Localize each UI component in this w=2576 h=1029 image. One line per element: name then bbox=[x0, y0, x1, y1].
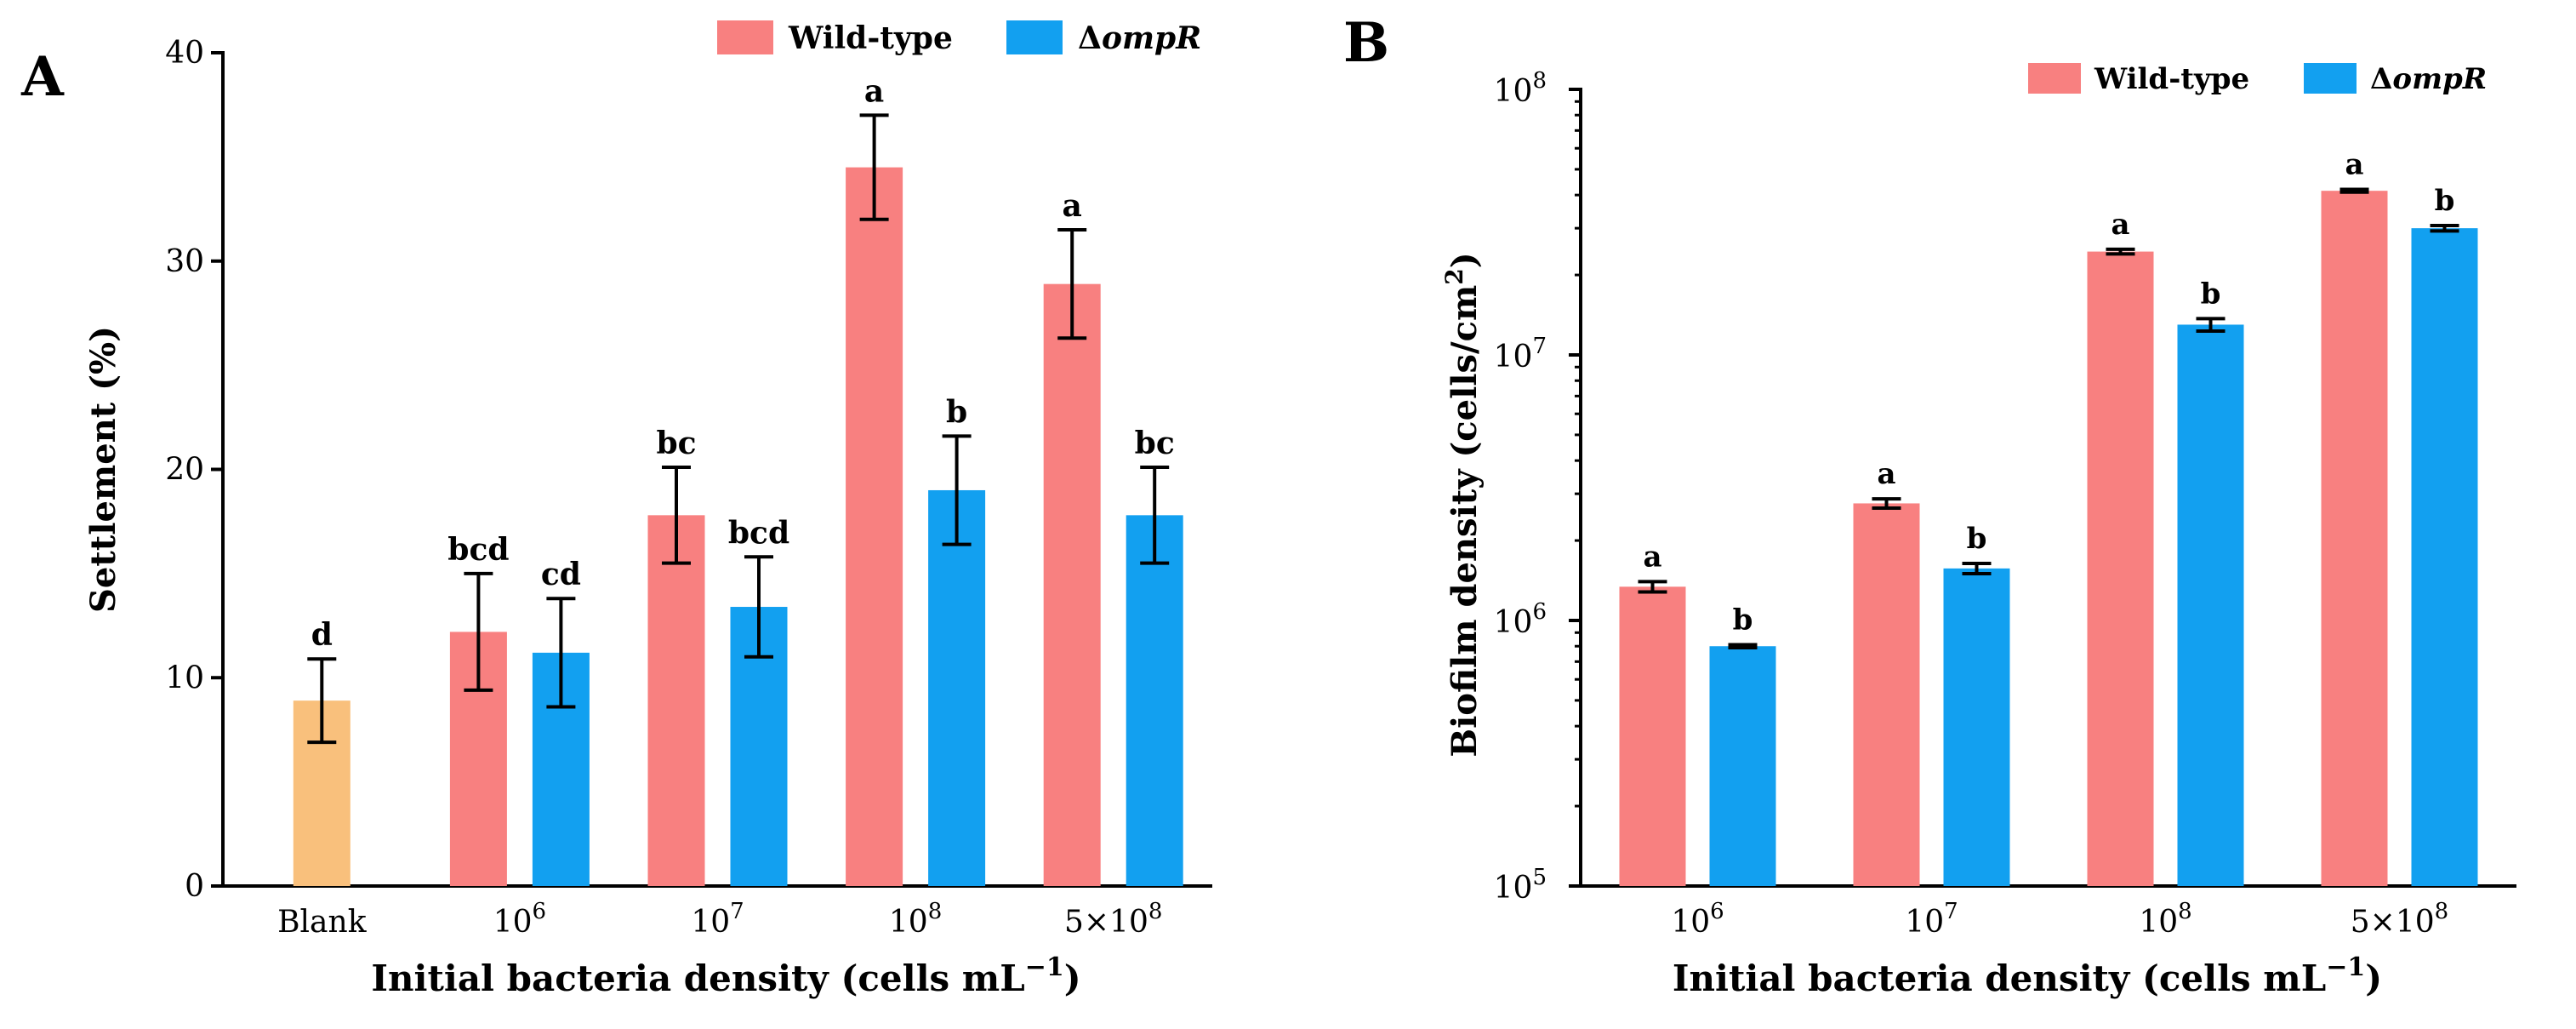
legend-label-b: Wild-type bbox=[2094, 62, 2249, 96]
significance-letter-a: d bbox=[311, 617, 333, 653]
x-tick-label-b: 106 bbox=[1671, 899, 1724, 940]
x-tick-label-a: Blank bbox=[277, 905, 368, 940]
y-tick-label-b: 108 bbox=[1494, 68, 1547, 109]
significance-letter-a: bc bbox=[656, 426, 696, 461]
x-tick-label-b: 108 bbox=[2139, 899, 2191, 940]
legend-swatch-a bbox=[717, 20, 773, 54]
legend-swatch-b bbox=[2028, 63, 2081, 94]
y-tick-label-b: 106 bbox=[1494, 599, 1547, 640]
bar-b bbox=[1619, 586, 1686, 886]
legend-label-b: ΔompR bbox=[2370, 62, 2487, 96]
significance-letter-b: b bbox=[1967, 522, 1987, 556]
significance-letter-b: b bbox=[2201, 277, 2221, 311]
x-tick-label-a: 5×108 bbox=[1064, 899, 1162, 940]
y-tick-label-b: 105 bbox=[1494, 865, 1547, 906]
x-tick-label-b: 5×108 bbox=[2351, 899, 2448, 940]
significance-letter-b: b bbox=[1733, 603, 1753, 637]
significance-letter-b: a bbox=[2345, 148, 2363, 182]
y-tick-label-a: 20 bbox=[165, 453, 204, 488]
x-tick-label-a: 108 bbox=[889, 899, 942, 940]
bar-b bbox=[1709, 646, 1776, 886]
bar-a bbox=[647, 515, 705, 886]
x-tick-label-a: 106 bbox=[493, 899, 546, 940]
bar-b bbox=[2321, 191, 2388, 886]
significance-letter-a: cd bbox=[541, 557, 581, 592]
bar-a bbox=[928, 489, 986, 886]
significance-letter-a: bcd bbox=[728, 515, 789, 551]
chart-b: B 105 106 107 108 Biofilm density (cells/cm2)… bbox=[1343, 11, 2516, 999]
bar-b bbox=[1853, 503, 1920, 886]
significance-letter-b: a bbox=[1643, 540, 1661, 574]
legend-a: Wild-type ΔompR bbox=[717, 20, 1201, 56]
significance-letter-b: a bbox=[1877, 457, 1895, 491]
legend-swatch-a bbox=[1006, 20, 1063, 54]
x-axis-label-a: Initial bacteria density (cells mL−1) bbox=[371, 952, 1080, 999]
significance-letter-a: bc bbox=[1135, 426, 1175, 461]
legend-label-a: ΔompR bbox=[1078, 20, 1201, 56]
significance-letter-b: a bbox=[2111, 208, 2129, 242]
y-tick-label-a: 30 bbox=[165, 244, 204, 279]
y-tick-label-b: 107 bbox=[1494, 334, 1547, 374]
y-tick-label-a: 0 bbox=[185, 869, 204, 904]
significance-letter-a: bcd bbox=[447, 532, 509, 568]
bar-a bbox=[1126, 515, 1183, 886]
x-tick-label-a: 107 bbox=[691, 899, 744, 940]
legend-swatch-b bbox=[2304, 63, 2357, 94]
legend-label-a: Wild-type bbox=[788, 20, 953, 56]
y-tick-label-a: 40 bbox=[165, 36, 204, 71]
bar-a bbox=[846, 167, 903, 887]
significance-letter-a: a bbox=[864, 73, 884, 109]
panel-label-a: A bbox=[20, 45, 65, 109]
bar-b bbox=[1943, 568, 2010, 886]
bar-b bbox=[2087, 251, 2154, 886]
x-axis-label-b: Initial bacteria density (cells mL−1) bbox=[1673, 952, 2382, 999]
legend-b: Wild-type ΔompR bbox=[2028, 62, 2487, 96]
bar-b bbox=[2177, 324, 2244, 886]
significance-letter-a: a bbox=[1063, 188, 1082, 224]
significance-letter-a: b bbox=[946, 394, 967, 430]
x-tick-label-b: 107 bbox=[1905, 899, 1958, 940]
significance-letter-b: b bbox=[2435, 184, 2455, 218]
panel-label-b: B bbox=[1343, 11, 1389, 75]
y-axis-label-a: Settlement (%) bbox=[83, 326, 123, 613]
bar-b bbox=[2411, 228, 2478, 886]
y-axis-label-b: Biofilm density (cells/cm2) bbox=[1440, 252, 1485, 757]
bar-a bbox=[1043, 283, 1101, 886]
y-tick-label-a: 10 bbox=[165, 660, 204, 695]
